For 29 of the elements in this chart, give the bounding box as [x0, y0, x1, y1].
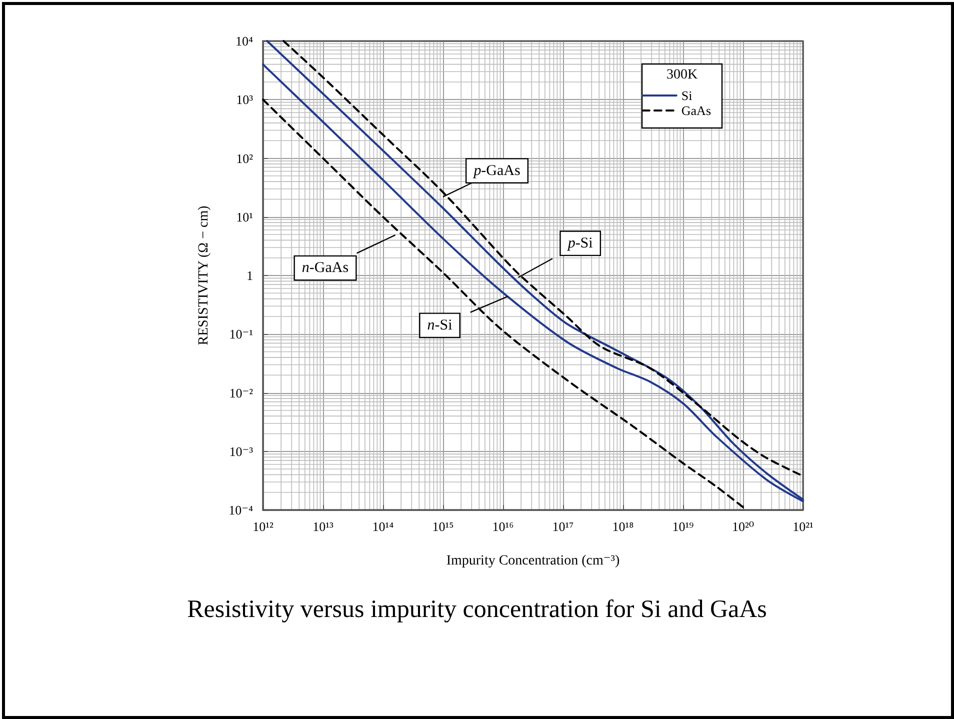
annotation: n-Si: [427, 317, 452, 334]
x-tick-label: 10²¹: [792, 519, 814, 534]
x-tick-label: 10¹⁸: [612, 519, 634, 534]
y-tick-label: 10²: [236, 150, 254, 166]
y-tick-label: 10¹: [236, 209, 254, 224]
legend-label: Si: [681, 88, 693, 103]
y-tick-label: 10⁻¹: [229, 326, 254, 342]
annotation: p-Si: [566, 235, 593, 252]
x-tick-label: 10¹⁷: [552, 519, 574, 534]
x-tick-label: 10¹⁴: [372, 519, 394, 534]
y-tick-label: 10⁻⁴: [228, 502, 254, 518]
annotation: p-GaAs: [472, 162, 520, 179]
legend-label: GaAs: [681, 103, 712, 118]
text: Resistivity versus impurity concentration for Si and GaAs: [187, 596, 767, 623]
y-tick-label: 10³: [236, 92, 254, 108]
y-axis-title: RESISTIVITY (Ω − cm): [196, 205, 212, 346]
y-tick-label: 1: [246, 268, 253, 283]
x-tick-label: 10¹³: [312, 519, 334, 534]
y-tick-label: 10⁻²: [229, 385, 254, 400]
annotation: n-GaAs: [302, 260, 349, 276]
x-tick-label: 10¹⁹: [672, 519, 694, 534]
x-tick-label: 10¹²: [252, 519, 274, 534]
x-axis-title: Impurity Concentration (cm⁻³): [446, 554, 620, 568]
x-tick-label: 10¹⁵: [432, 519, 454, 534]
legend-title: 300K: [666, 68, 698, 82]
y-tick-label: 10⁻³: [229, 444, 254, 459]
x-tick-label: 10²⁰: [732, 519, 754, 534]
x-tick-label: 10¹⁶: [492, 519, 514, 534]
y-tick-label: 10⁴: [235, 34, 254, 48]
